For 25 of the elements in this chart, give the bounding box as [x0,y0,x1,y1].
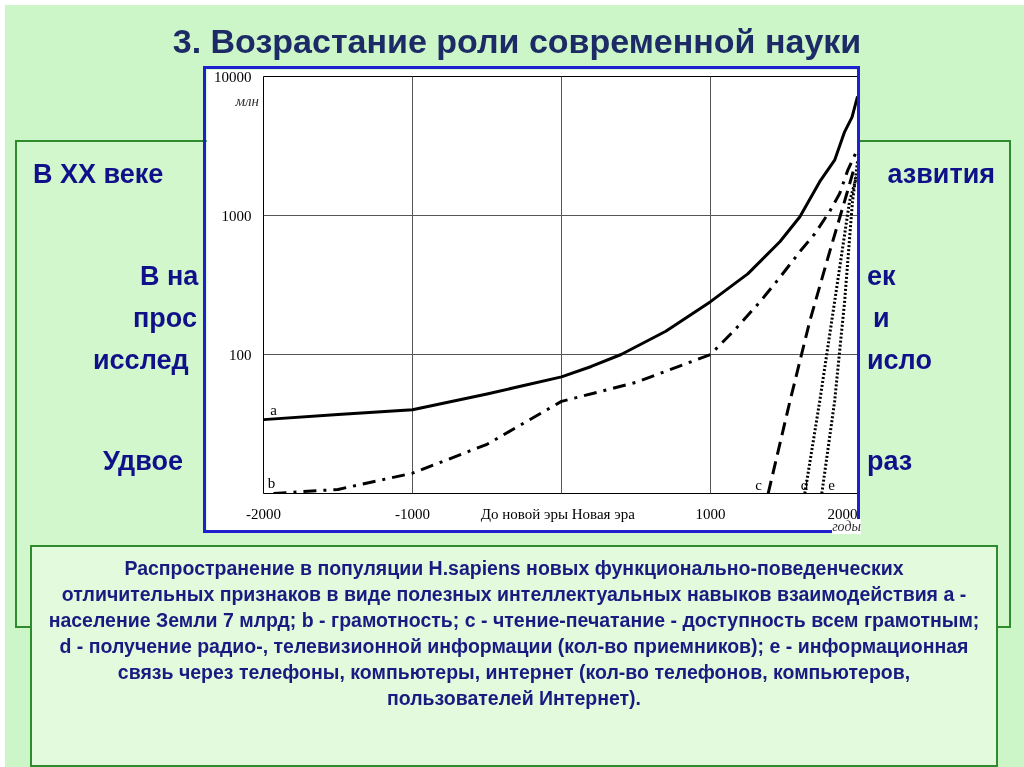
text: ек [867,260,896,293]
text: исло [867,344,932,377]
text: Распространение в популяции H.sapiens новых функционально-поведенческих отличительных признаков в виде полезных интеллектуальных навыков взаимодействия a - население Земли 7 млрд; b - грамотность; c - чтение-печатание - доступность всем грамотным; d - получение радио-, телевизионной информации (кол-во приемников); e - информационная связь через телефоны, компьютеры, интернет (кол-во телефонов, компьютеров, пользователей Интернет). [30,545,998,767]
text: Удвое [103,445,183,478]
y-tick-label: 1000 [221,207,252,224]
text: исслед [93,344,189,377]
annotation: a [270,401,278,418]
y-tick-label: 10000 [214,68,252,85]
text: раз [867,445,913,478]
x-tick-label: До новой эры Новая эра [480,505,636,522]
x-tick-label: 1000 [695,505,726,522]
text: В XX веке [33,158,164,191]
chart-title: 3. Возрастание роли современной науки [171,21,863,62]
text: азвития [887,158,995,191]
annotation: c [755,476,763,493]
text: прос [133,302,197,335]
annotation: e [828,476,836,493]
text: В на [140,260,199,293]
y-axis-title: млн [235,92,259,111]
y-tick-label: 100 [229,346,252,363]
x-tick-label: -1000 [395,505,430,522]
x-tick-label: -2000 [246,505,281,522]
x-axis-title: годы [832,519,861,534]
text: и [873,302,890,335]
annotation: b [267,474,276,491]
